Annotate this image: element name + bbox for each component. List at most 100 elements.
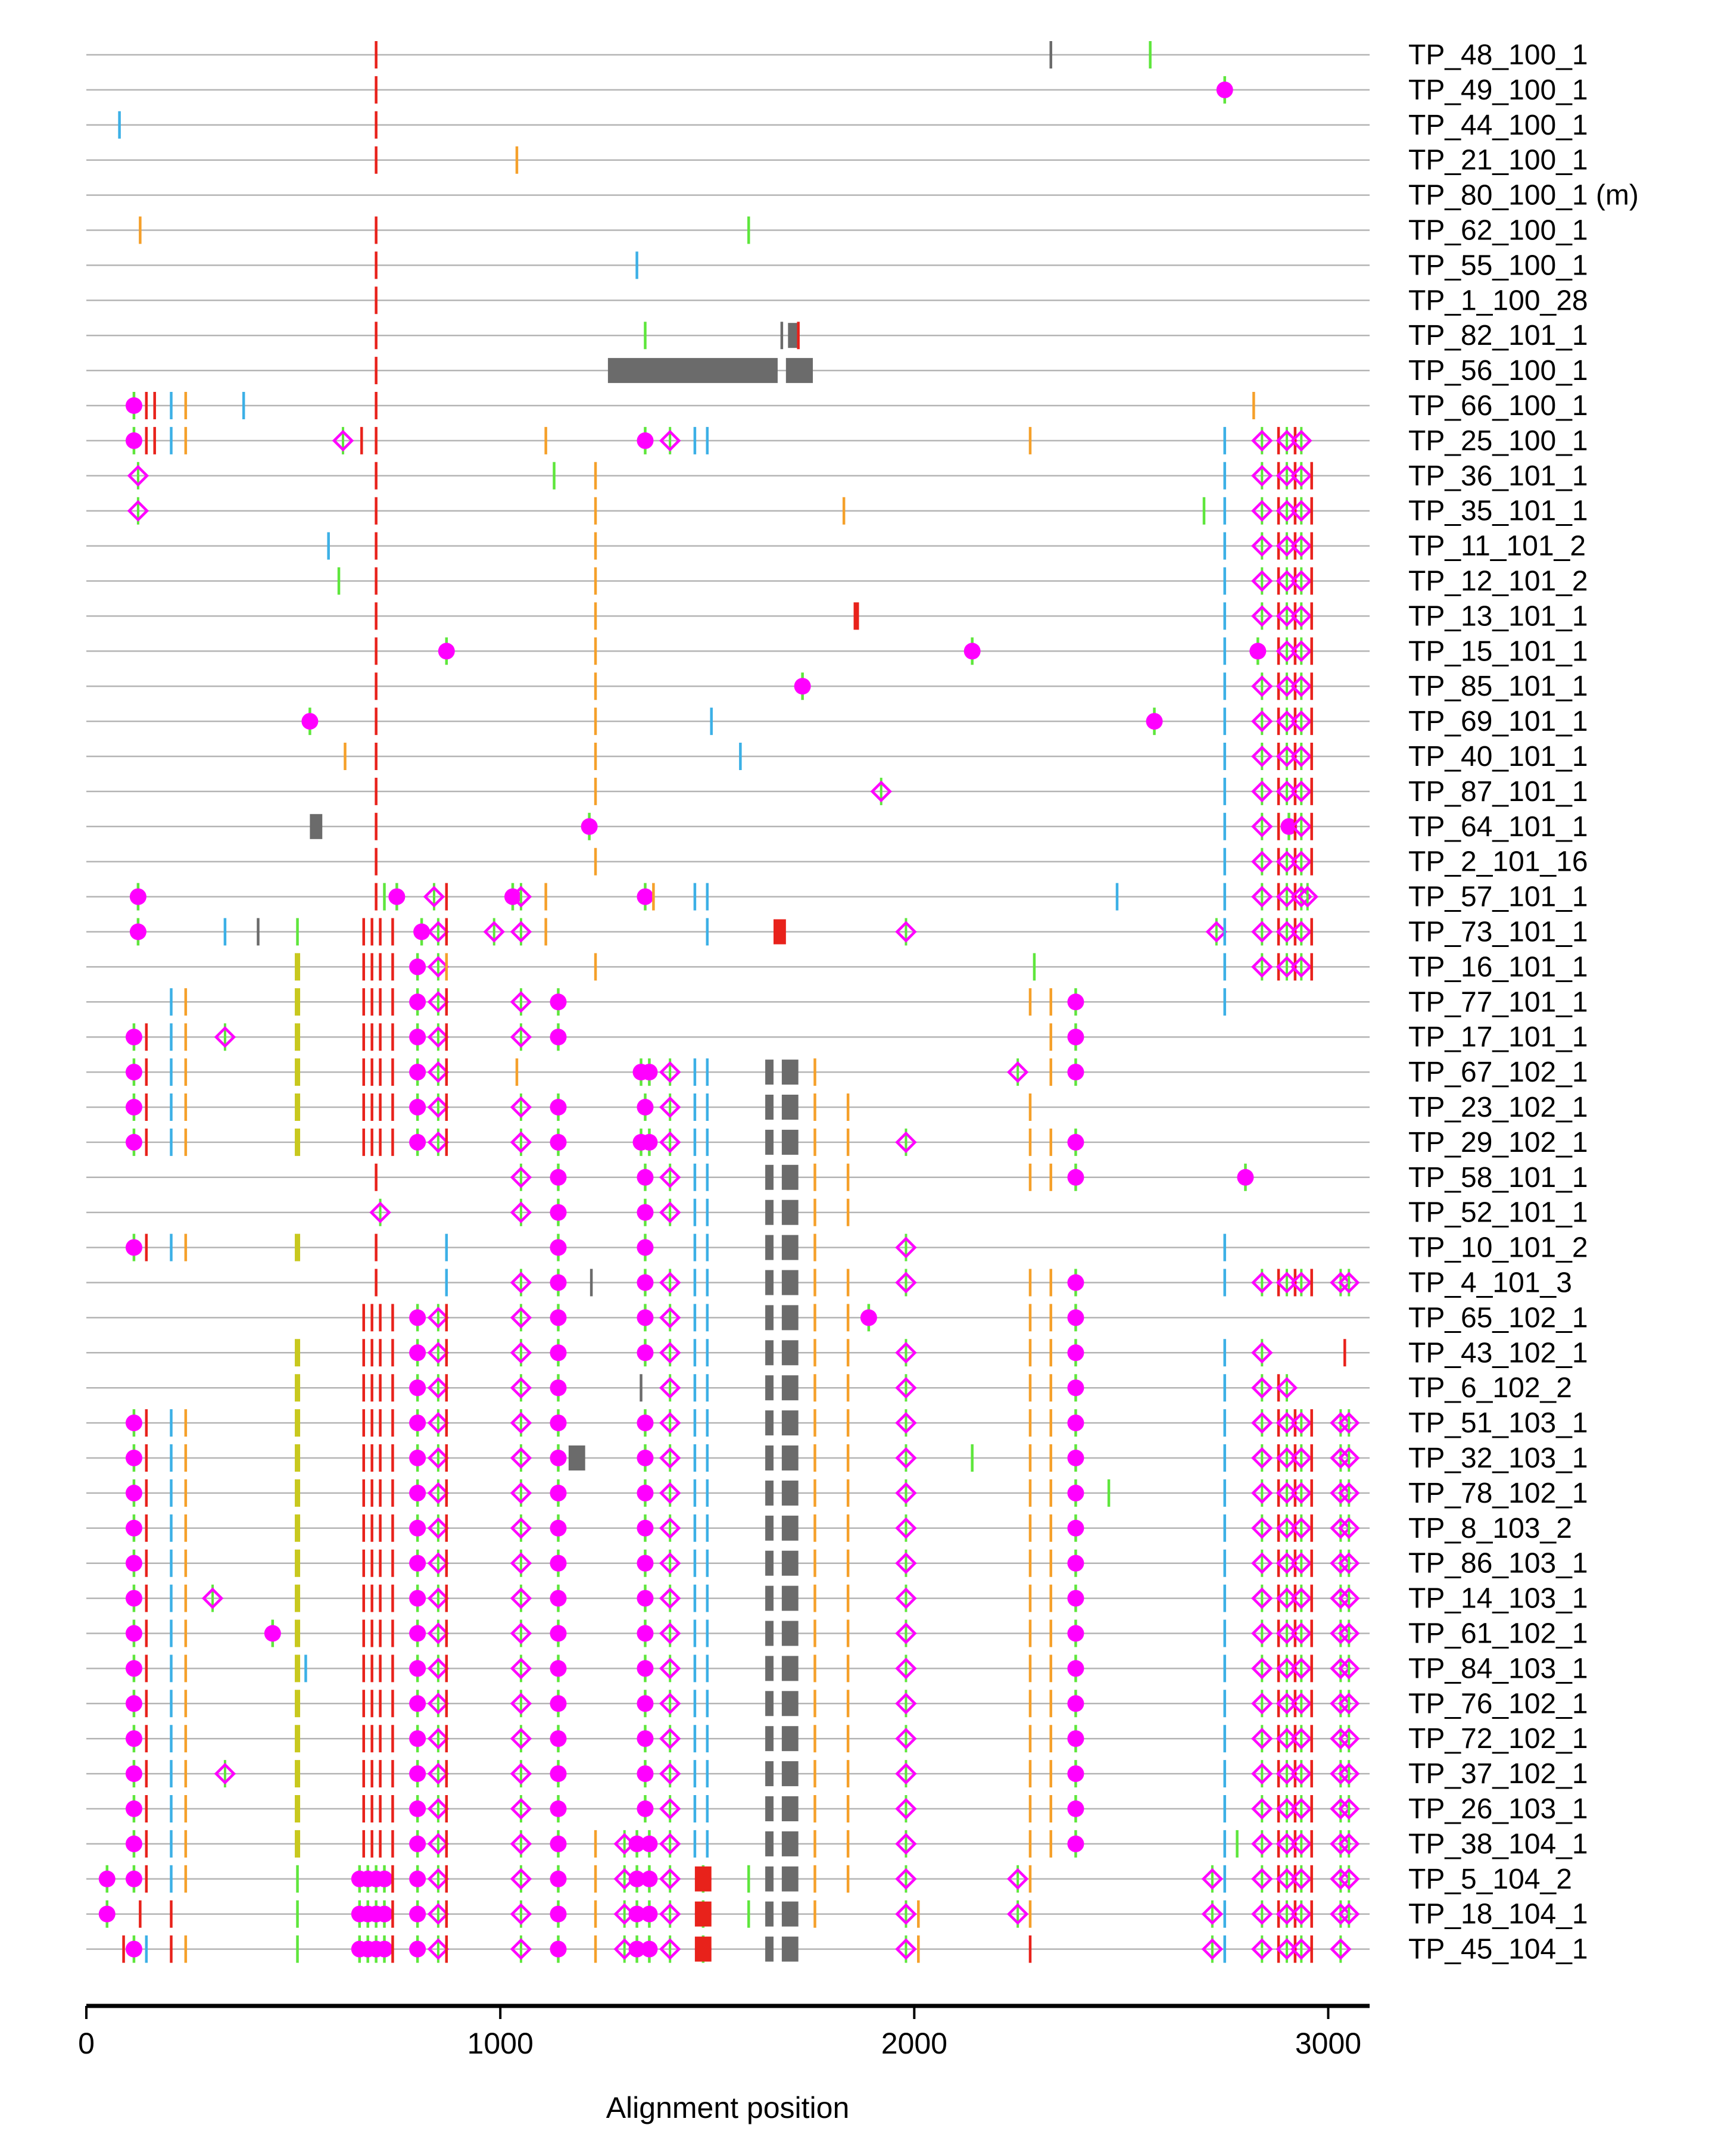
diamond-marker [510, 1833, 532, 1855]
diamond-marker [1296, 886, 1318, 908]
x-axis-label: Alignment position [606, 2091, 850, 2124]
diamond-marker [1290, 535, 1312, 557]
row-label: TP_72_102_1 [1408, 1723, 1588, 1755]
circle-marker [550, 1800, 567, 1817]
diamond-marker [1251, 1342, 1273, 1364]
diamond-marker [1276, 1657, 1298, 1680]
x-tick-label: 2000 [881, 2027, 947, 2060]
diamond-marker [659, 1728, 681, 1750]
diamond-marker [510, 1096, 532, 1118]
circle-marker [550, 1730, 567, 1747]
diamond-marker [1276, 956, 1298, 978]
circle-marker [1146, 713, 1163, 730]
row-label: TP_57_101_1 [1408, 881, 1588, 913]
gray-block [765, 1656, 774, 1681]
diamond-marker [1338, 1797, 1360, 1820]
circle-marker [125, 1519, 142, 1537]
diamond-marker [1330, 1833, 1352, 1855]
diamond-marker [1338, 1447, 1360, 1469]
diamond-marker [510, 1622, 532, 1644]
row-marks [375, 1269, 1360, 1297]
diamond-marker [510, 1201, 532, 1223]
circle-marker [129, 923, 146, 940]
circle-marker [409, 1029, 426, 1046]
gray-block [781, 1656, 799, 1681]
circle-marker [125, 1870, 142, 1887]
circle-marker [641, 1905, 658, 1923]
diamond-marker [1251, 1622, 1273, 1644]
circle-marker [550, 1484, 567, 1501]
circle-marker [637, 1590, 654, 1607]
row-label: TP_87_101_1 [1408, 776, 1588, 808]
diamond-marker [1276, 640, 1298, 662]
x-tick-label: 0 [78, 2027, 95, 2060]
diamond-marker [427, 1096, 450, 1118]
row-label: TP_6_102_2 [1408, 1372, 1572, 1404]
circle-marker [1067, 1590, 1084, 1607]
row-marks [375, 1163, 1254, 1191]
diamond-marker [1276, 1833, 1298, 1855]
diamond-marker [895, 1797, 917, 1820]
diamond-marker [1276, 1412, 1298, 1434]
gray-block [781, 1936, 799, 1962]
row-marks [125, 1830, 1360, 1858]
diamond-marker [510, 1412, 532, 1434]
row-marks [125, 1023, 1084, 1051]
row-label: TP_55_100_1 [1408, 250, 1588, 281]
circle-marker [550, 1870, 567, 1887]
row-label: TP_15_101_1 [1408, 635, 1588, 667]
diamond-marker [1006, 1061, 1029, 1083]
diamond-marker [427, 1131, 450, 1154]
row-marks [375, 602, 1313, 630]
circle-marker [98, 1905, 116, 1923]
row-label: TP_64_101_1 [1408, 811, 1588, 843]
circle-marker [409, 1379, 426, 1397]
diamond-marker [427, 1762, 450, 1785]
circle-marker [637, 1695, 654, 1712]
diamond-marker [1330, 1903, 1352, 1925]
diamond-marker [1006, 1868, 1029, 1890]
circle-marker [409, 1309, 426, 1326]
diamond-marker [369, 1201, 391, 1223]
diamond-marker [659, 1482, 681, 1504]
diamond-marker [895, 1517, 917, 1539]
row-label: TP_80_100_1 (m) [1408, 180, 1639, 211]
diamond-marker [1330, 1587, 1352, 1609]
circle-marker [376, 1905, 393, 1923]
diamond-marker [427, 1797, 450, 1820]
circle-marker [409, 1484, 426, 1501]
diamond-marker [1290, 640, 1312, 662]
gray-block [765, 1866, 774, 1892]
diamond-marker [1276, 1728, 1298, 1750]
diamond-marker [1276, 675, 1298, 697]
row-marks [125, 1725, 1360, 1753]
diamond-marker [659, 1061, 681, 1083]
diamond-marker [1330, 1728, 1352, 1750]
row-marks [118, 111, 378, 139]
row-marks [127, 497, 1313, 525]
diamond-marker [427, 1026, 450, 1048]
diamond-marker [1276, 850, 1298, 873]
diamond-marker [1276, 1622, 1298, 1644]
diamond-marker [427, 991, 450, 1013]
row-marks [125, 1479, 1360, 1507]
diamond-marker [1290, 1938, 1312, 1960]
diamond-marker [1276, 1377, 1298, 1399]
gray-block [781, 1796, 799, 1821]
diamond-marker [1251, 500, 1273, 522]
gray-block [765, 1410, 774, 1436]
row-marks [125, 1409, 1360, 1437]
circle-marker [409, 1625, 426, 1642]
circle-marker [550, 1519, 567, 1537]
diamond-marker [1338, 1728, 1360, 1750]
diamond-marker [659, 1657, 681, 1680]
circle-marker [409, 1660, 426, 1677]
diamond-marker [1338, 1903, 1360, 1925]
row-label: TP_12_101_2 [1408, 566, 1588, 597]
diamond-marker [1251, 570, 1273, 592]
circle-marker [301, 713, 319, 730]
circle-marker [1067, 1029, 1084, 1046]
red-block [694, 1866, 712, 1892]
row-label: TP_36_101_1 [1408, 460, 1588, 492]
diamond-marker [895, 1622, 917, 1644]
